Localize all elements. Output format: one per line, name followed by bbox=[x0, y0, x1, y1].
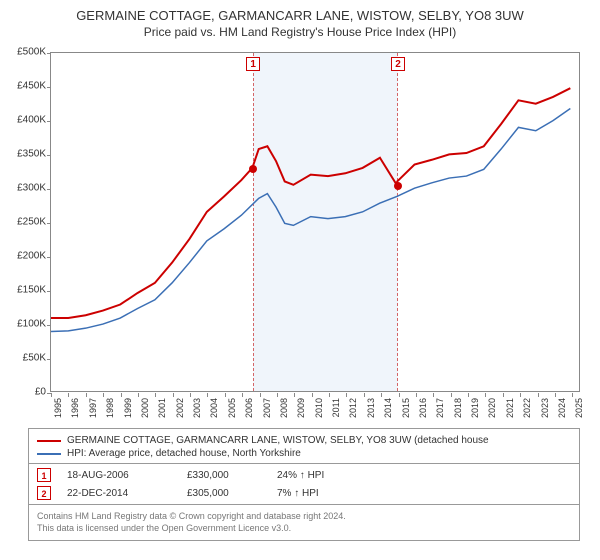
y-tick-label: £0 bbox=[35, 387, 46, 398]
x-tick-label: 2009 bbox=[296, 398, 306, 418]
sale-row-marker: 2 bbox=[37, 486, 51, 500]
sale-price: £305,000 bbox=[187, 488, 277, 499]
x-tick-label: 2012 bbox=[348, 398, 358, 418]
x-tick-label: 2015 bbox=[401, 398, 411, 418]
x-tick-label: 1996 bbox=[70, 398, 80, 418]
legend-row: GERMAINE COTTAGE, GARMANCARR LANE, WISTO… bbox=[37, 435, 571, 446]
x-tick-label: 2004 bbox=[209, 398, 219, 418]
title-area: GERMAINE COTTAGE, GARMANCARR LANE, WISTO… bbox=[0, 0, 600, 43]
footer-line-1: Contains HM Land Registry data © Crown c… bbox=[37, 511, 346, 521]
y-axis: £0£50K£100K£150K£200K£250K£300K£350K£400… bbox=[0, 52, 48, 392]
y-tick-label: £300K bbox=[17, 183, 46, 194]
x-tick-label: 2000 bbox=[140, 398, 150, 418]
y-tick-label: £50K bbox=[23, 353, 46, 364]
chart-container: GERMAINE COTTAGE, GARMANCARR LANE, WISTO… bbox=[0, 0, 600, 560]
y-tick-label: £150K bbox=[17, 285, 46, 296]
legend-swatch bbox=[37, 440, 61, 442]
x-tick-label: 2018 bbox=[453, 398, 463, 418]
sale-row: 2 22-DEC-2014£305,0007% ↑ HPI bbox=[37, 486, 571, 500]
x-tick-label: 2008 bbox=[279, 398, 289, 418]
line-series-svg bbox=[51, 53, 579, 391]
x-tick-label: 1999 bbox=[123, 398, 133, 418]
x-tick-label: 2014 bbox=[383, 398, 393, 418]
sale-marker-2: 2 bbox=[391, 57, 405, 71]
divider bbox=[29, 463, 579, 464]
divider bbox=[29, 504, 579, 505]
legend-row: HPI: Average price, detached house, Nort… bbox=[37, 448, 571, 459]
x-tick-label: 2021 bbox=[505, 398, 515, 418]
x-tick-label: 2001 bbox=[157, 398, 167, 418]
legend-label: GERMAINE COTTAGE, GARMANCARR LANE, WISTO… bbox=[67, 435, 489, 446]
sale-row-marker: 1 bbox=[37, 468, 51, 482]
x-axis: 1995 1996 1997 1998 1999 2000 2001 2002 2003 2004… bbox=[50, 394, 580, 424]
x-tick-label: 2023 bbox=[540, 398, 550, 418]
y-tick-label: £400K bbox=[17, 115, 46, 126]
x-tick-label: 2020 bbox=[487, 398, 497, 418]
chart-title: GERMAINE COTTAGE, GARMANCARR LANE, WISTO… bbox=[10, 8, 590, 23]
x-tick-label: 2007 bbox=[262, 398, 272, 418]
x-tick-label: 2013 bbox=[366, 398, 376, 418]
chart-subtitle: Price paid vs. HM Land Registry's House … bbox=[10, 25, 590, 39]
x-tick-label: 2003 bbox=[192, 398, 202, 418]
y-tick-label: £250K bbox=[17, 217, 46, 228]
sale-dot-1 bbox=[249, 165, 257, 173]
plot-area: 12 bbox=[50, 52, 580, 392]
x-tick-label: 2010 bbox=[314, 398, 324, 418]
x-tick-label: 2025 bbox=[574, 398, 584, 418]
x-tick-label: 1995 bbox=[53, 398, 63, 418]
sale-dot-2 bbox=[394, 182, 402, 190]
x-tick-label: 2024 bbox=[557, 398, 567, 418]
legend-label: HPI: Average price, detached house, Nort… bbox=[67, 448, 301, 459]
x-tick-label: 2006 bbox=[244, 398, 254, 418]
sale-hpi: 7% ↑ HPI bbox=[277, 488, 377, 499]
x-tick-label: 1998 bbox=[105, 398, 115, 418]
legend: GERMAINE COTTAGE, GARMANCARR LANE, WISTO… bbox=[37, 435, 571, 459]
x-tick-label: 2019 bbox=[470, 398, 480, 418]
footer-text: Contains HM Land Registry data © Crown c… bbox=[37, 511, 571, 534]
sale-marker-1: 1 bbox=[246, 57, 260, 71]
y-tick-label: £200K bbox=[17, 251, 46, 262]
y-tick-label: £350K bbox=[17, 149, 46, 160]
sale-hpi: 24% ↑ HPI bbox=[277, 470, 377, 481]
sale-price: £330,000 bbox=[187, 470, 277, 481]
x-tick-label: 2022 bbox=[522, 398, 532, 418]
footer-line-2: This data is licensed under the Open Gov… bbox=[37, 523, 291, 533]
y-tick-label: £100K bbox=[17, 319, 46, 330]
sale-date: 18-AUG-2006 bbox=[67, 470, 187, 481]
y-tick-label: £500K bbox=[17, 47, 46, 58]
legend-and-sales-box: GERMAINE COTTAGE, GARMANCARR LANE, WISTO… bbox=[28, 428, 580, 541]
series-line-property bbox=[51, 88, 570, 318]
x-tick-label: 1997 bbox=[88, 398, 98, 418]
x-tick-label: 2005 bbox=[227, 398, 237, 418]
sale-row: 1 18-AUG-2006£330,00024% ↑ HPI bbox=[37, 468, 571, 482]
legend-swatch bbox=[37, 453, 61, 455]
x-tick-label: 2002 bbox=[175, 398, 185, 418]
sale-date: 22-DEC-2014 bbox=[67, 488, 187, 499]
x-tick-label: 2011 bbox=[331, 398, 341, 417]
y-tick-label: £450K bbox=[17, 81, 46, 92]
x-tick-label: 2016 bbox=[418, 398, 428, 418]
sales-list: 1 18-AUG-2006£330,00024% ↑ HPI 2 22-DEC-201… bbox=[37, 468, 571, 500]
x-tick-label: 2017 bbox=[435, 398, 445, 418]
